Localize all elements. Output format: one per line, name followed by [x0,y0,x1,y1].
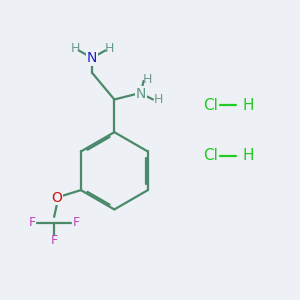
Text: N: N [136,86,146,100]
Text: H: H [242,98,254,113]
Text: H: H [242,148,254,164]
Text: Cl: Cl [203,148,218,164]
Text: N: N [87,51,97,65]
Text: F: F [73,216,80,229]
Text: H: H [142,73,152,86]
Text: O: O [52,190,62,205]
Text: H: H [153,93,163,106]
Text: Cl: Cl [203,98,218,113]
Text: F: F [28,216,35,229]
Text: H: H [70,42,80,56]
Text: H: H [104,42,114,56]
Text: F: F [51,234,58,247]
